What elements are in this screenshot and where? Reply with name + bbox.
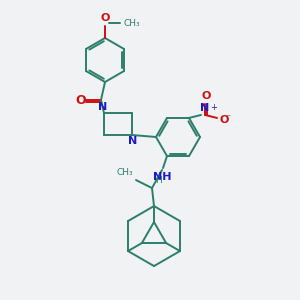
Text: N: N <box>98 102 108 112</box>
Text: O: O <box>219 115 228 125</box>
Text: N: N <box>200 103 210 113</box>
Text: O: O <box>100 13 110 23</box>
Text: O: O <box>76 94 86 106</box>
Text: O: O <box>201 91 211 101</box>
Text: CH₃: CH₃ <box>123 19 140 28</box>
Text: H: H <box>155 176 162 185</box>
Text: +: + <box>210 103 217 112</box>
Text: CH₃: CH₃ <box>116 168 133 177</box>
Text: N: N <box>128 136 138 146</box>
Text: ⁻: ⁻ <box>225 113 230 123</box>
Text: NH: NH <box>153 172 171 182</box>
